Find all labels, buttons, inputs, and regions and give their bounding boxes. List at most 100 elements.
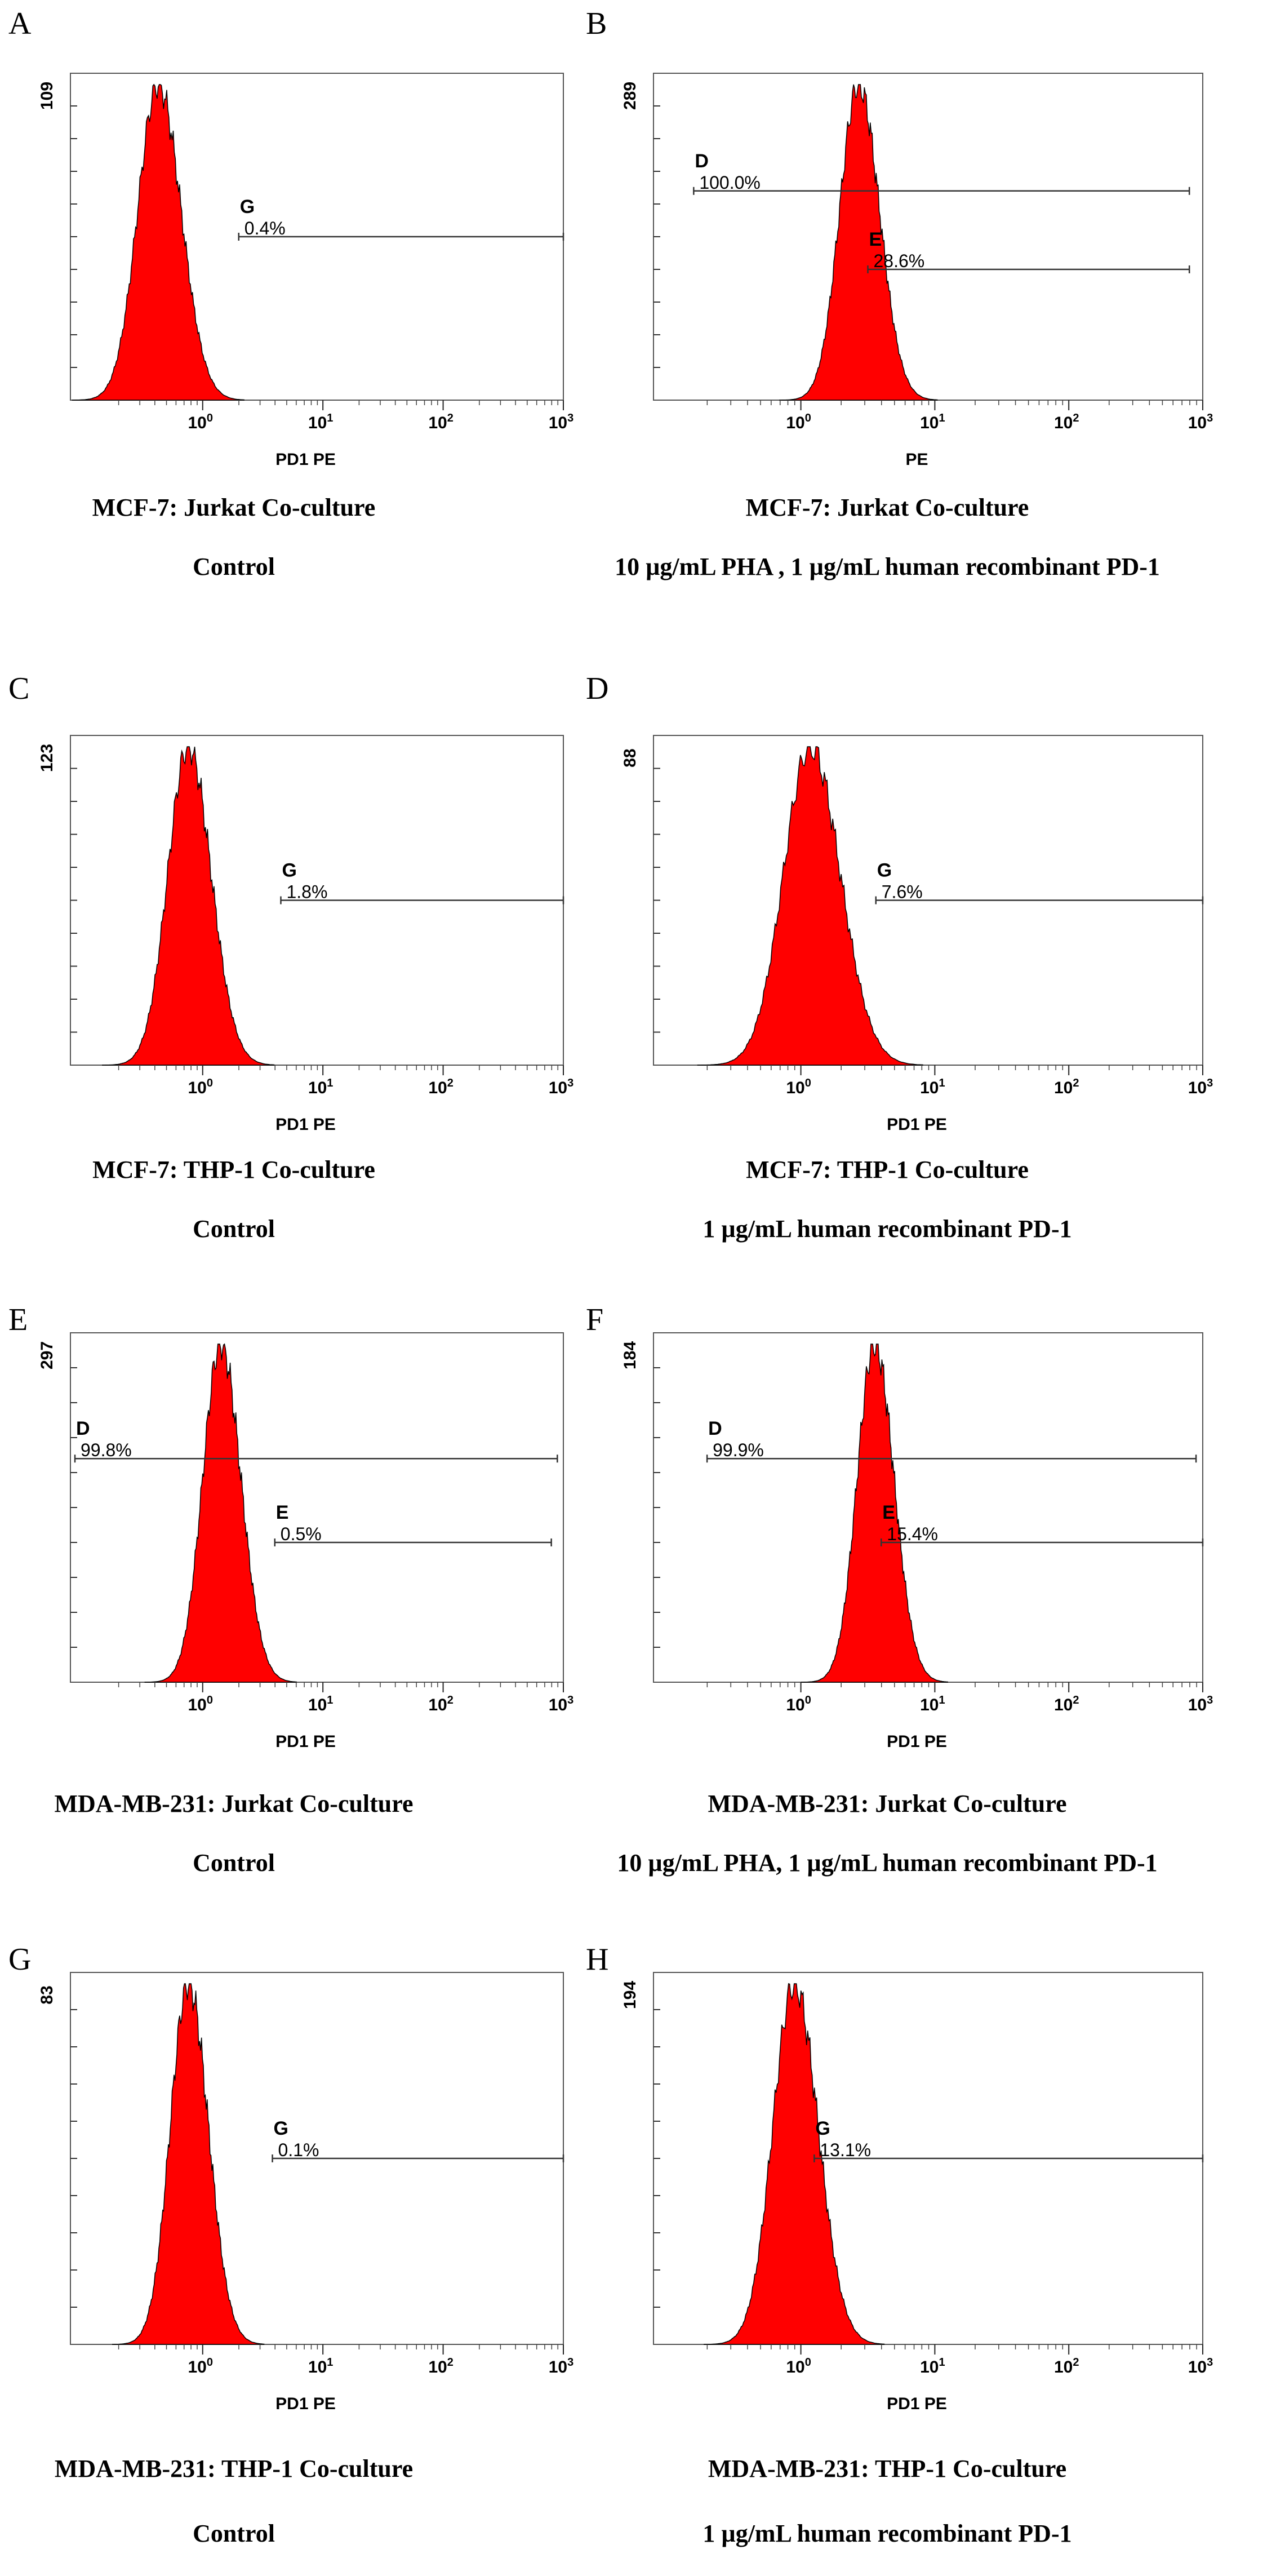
gate-percent-e: 0.5% — [281, 1524, 322, 1544]
histogram-a — [72, 83, 244, 401]
gate-percent-g: 0.1% — [278, 2140, 319, 2160]
x-tick-label: 101 — [308, 2356, 334, 2377]
caption-line-1: MDA-MB-231: THP-1 Co-culture — [708, 2455, 1066, 2482]
x-axis-label: PD1 PE — [887, 2395, 947, 2413]
x-axis-label: PE — [905, 450, 928, 469]
x-tick-label: 103 — [549, 2356, 574, 2377]
gate-name-g: G — [282, 860, 296, 881]
x-tick-label: 103 — [1188, 412, 1213, 432]
x-tick-label: 103 — [549, 412, 574, 432]
gate-name-g: G — [815, 2118, 830, 2139]
gate-name-g: G — [274, 2118, 288, 2139]
panel-letter: G — [8, 1942, 31, 1977]
caption-line-1: MCF-7: THP-1 Co-culture — [92, 1156, 375, 1183]
gate-percent-d: 100.0% — [699, 172, 761, 193]
x-tick-label: 102 — [428, 412, 453, 432]
caption-line-1: MDA-MB-231: Jurkat Co-culture — [708, 1790, 1066, 1817]
histogram-e — [144, 1343, 297, 1683]
plot-frame — [653, 1332, 1203, 1683]
panel-letter: H — [586, 1942, 608, 1977]
caption-line-2: Control — [193, 2520, 275, 2547]
caption-line-1: MCF-7: THP-1 Co-culture — [746, 1156, 1029, 1183]
panel-letter: C — [8, 671, 29, 706]
caption-line-2: 10 µg/mL PHA , 1 µg/mL human recombinant… — [615, 553, 1160, 580]
panel-letter: E — [8, 1302, 28, 1337]
x-tick-label: 100 — [188, 1077, 214, 1097]
x-tick-label: 101 — [308, 412, 334, 432]
caption-line-2: 10 µg/mL PHA, 1 µg/mL human recombinant … — [617, 1849, 1157, 1877]
x-tick-label: 103 — [549, 1077, 574, 1097]
panel-a: A 109 100 101 102 103 PD1 PE G0.4% MCF-7: Jurkat… — [8, 6, 573, 580]
x-tick-label: 103 — [1188, 1077, 1213, 1097]
x-axis-label: PD1 PE — [275, 450, 336, 469]
panel-letter: F — [586, 1302, 603, 1337]
y-max-label: 289 — [621, 82, 639, 110]
x-tick-label: 100 — [188, 1694, 214, 1714]
plot-frame — [653, 73, 1203, 401]
y-max-label: 109 — [38, 82, 56, 110]
x-tick-label: 101 — [920, 2356, 945, 2377]
x-tick-label: 101 — [920, 412, 945, 432]
caption-line-1: MDA-MB-231: THP-1 Co-culture — [55, 2455, 413, 2482]
panel-d: D 88 100 101 102 103 PD1 PE G7.6% MCF-7: THP-1 C… — [586, 671, 1213, 1243]
histogram-f — [801, 1344, 948, 1683]
x-tick-label: 102 — [428, 1694, 453, 1714]
gate-name-g: G — [877, 860, 892, 881]
gate-name-e: E — [276, 1502, 289, 1523]
gate-name-d: D — [76, 1418, 90, 1439]
x-axis-label: PD1 PE — [275, 2395, 336, 2413]
x-tick-label: 102 — [428, 2356, 453, 2377]
gate-name-g: G — [240, 196, 255, 218]
x-tick-label: 102 — [1054, 1694, 1079, 1714]
caption-line-2: Control — [193, 553, 275, 580]
panel-letter: A — [8, 6, 32, 41]
gate-name-e: E — [869, 229, 882, 250]
panel-letter: D — [586, 671, 608, 706]
x-tick-label: 101 — [308, 1077, 334, 1097]
gate-percent-g: 1.8% — [286, 882, 327, 902]
gate-percent-e: 15.4% — [887, 1524, 938, 1544]
x-axis-label: PD1 PE — [275, 1115, 336, 1134]
x-tick-label: 100 — [188, 2356, 214, 2377]
y-max-label: 123 — [38, 744, 56, 772]
histogram-h — [704, 1983, 885, 2345]
x-tick-label: 103 — [1188, 1694, 1213, 1714]
x-tick-label: 101 — [920, 1694, 945, 1714]
x-tick-label: 102 — [1054, 1077, 1079, 1097]
x-tick-label: 102 — [1054, 2356, 1079, 2377]
gate-name-d: D — [695, 150, 709, 172]
panel-h: H 194 100 101 102 103 PD1 PE G13.1% MDA-MB-231: … — [586, 1942, 1213, 2547]
caption-line-2: Control — [193, 1849, 275, 1877]
x-tick-label: 100 — [786, 412, 811, 432]
y-max-label: 83 — [38, 1985, 56, 2004]
x-tick-label: 100 — [188, 412, 214, 432]
gate-percent-d: 99.9% — [713, 1440, 764, 1460]
gate-name-d: D — [708, 1418, 722, 1439]
panel-f: F 184 100 101 102 103 PD1 PE D99.9% E15.4% MDA-MB… — [586, 1302, 1213, 1877]
y-max-label: 88 — [621, 748, 639, 767]
gate-percent-d: 99.8% — [81, 1440, 132, 1460]
panel-letter: B — [586, 6, 607, 41]
caption-line-1: MCF-7: Jurkat Co-culture — [92, 494, 376, 521]
gate-percent-g: 0.4% — [244, 218, 286, 238]
caption-line-1: MCF-7: Jurkat Co-culture — [746, 494, 1029, 521]
x-tick-label: 102 — [428, 1077, 453, 1097]
y-max-label: 194 — [621, 1981, 639, 2009]
x-tick-label: 100 — [786, 1694, 811, 1714]
gate-percent-g: 13.1% — [820, 2140, 871, 2160]
caption-line-2: Control — [193, 1215, 275, 1243]
x-tick-label: 100 — [786, 2356, 811, 2377]
histogram-b — [779, 84, 938, 401]
histogram-c — [102, 746, 275, 1066]
x-tick-label: 103 — [549, 1694, 574, 1714]
x-tick-label: 100 — [786, 1077, 811, 1097]
x-tick-label: 101 — [308, 1694, 334, 1714]
x-tick-label: 102 — [1054, 412, 1079, 432]
histogram-d — [697, 746, 923, 1066]
y-max-label: 184 — [621, 1341, 639, 1369]
x-axis-label: PD1 PE — [275, 1732, 336, 1751]
